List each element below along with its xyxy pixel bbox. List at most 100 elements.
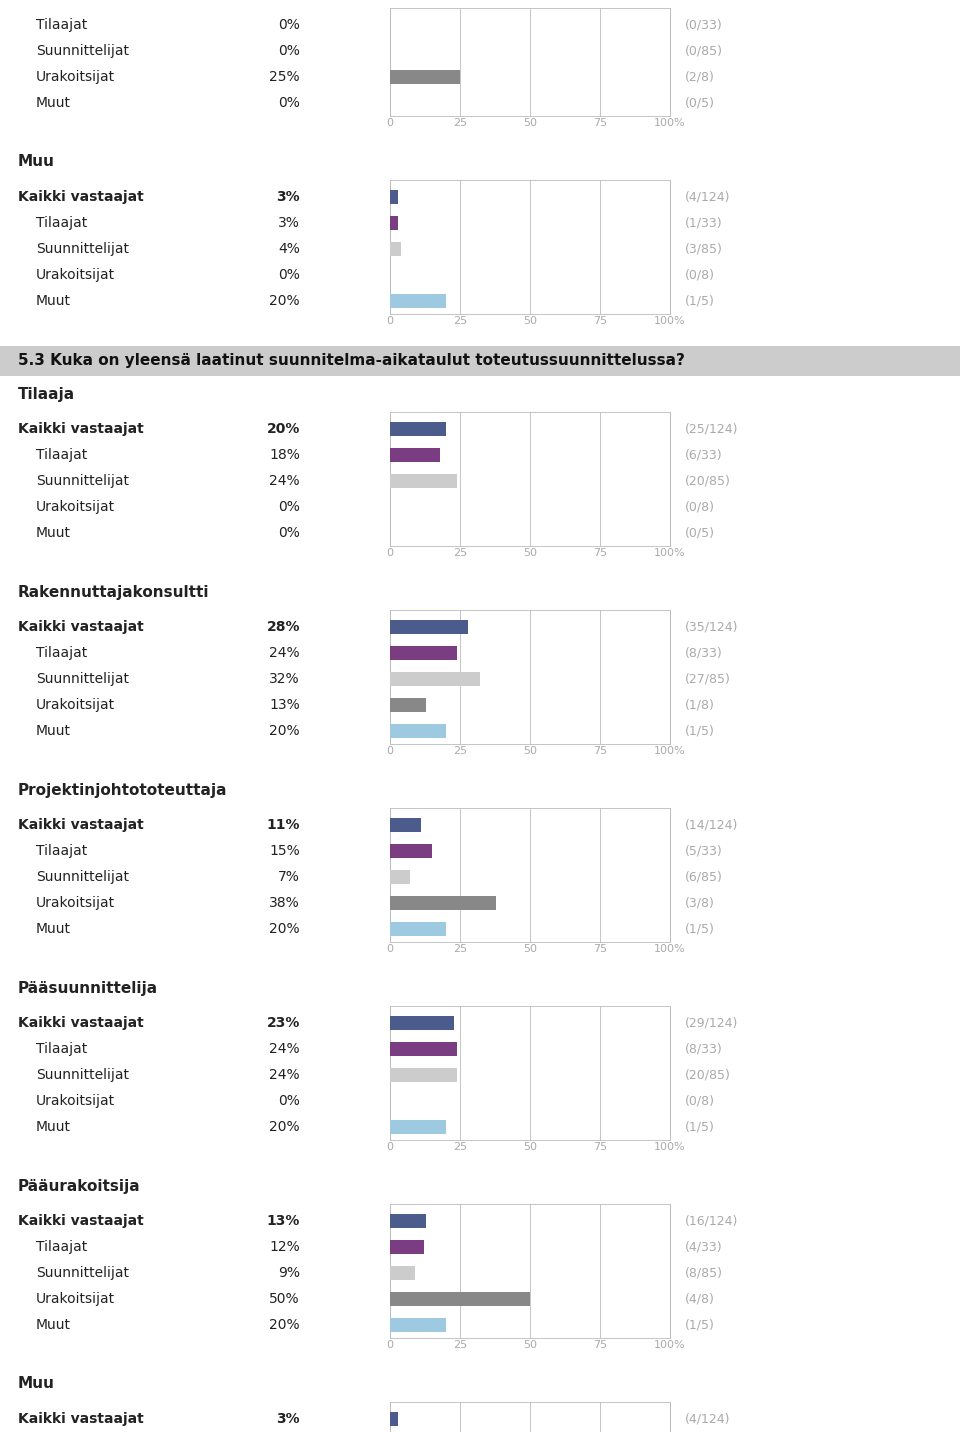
Text: 15%: 15% bbox=[269, 843, 300, 858]
Text: 24%: 24% bbox=[270, 1068, 300, 1083]
Text: 0: 0 bbox=[387, 1340, 394, 1350]
Text: 5.3 Kuka on yleensä laatinut suunnitelma-aikataulut toteutussuunnittelussa?: 5.3 Kuka on yleensä laatinut suunnitelma… bbox=[18, 354, 684, 368]
Bar bbox=[390, 1214, 426, 1229]
Bar bbox=[390, 843, 432, 858]
Text: Pääsuunnittelija: Pääsuunnittelija bbox=[18, 981, 158, 995]
Text: 75: 75 bbox=[593, 944, 607, 954]
Text: 18%: 18% bbox=[269, 448, 300, 463]
Text: 3%: 3% bbox=[276, 190, 300, 203]
Text: 0%: 0% bbox=[278, 44, 300, 59]
Text: 20%: 20% bbox=[270, 725, 300, 737]
Text: Muut: Muut bbox=[36, 1120, 71, 1134]
Text: 32%: 32% bbox=[270, 672, 300, 686]
Text: 20%: 20% bbox=[270, 1317, 300, 1332]
Text: (5/33): (5/33) bbox=[685, 845, 723, 858]
Text: Urakoitsijat: Urakoitsijat bbox=[36, 697, 115, 712]
Text: 100%: 100% bbox=[654, 1141, 685, 1151]
Text: (3/8): (3/8) bbox=[685, 896, 715, 909]
Text: Tilaajat: Tilaajat bbox=[36, 216, 87, 231]
Text: 0: 0 bbox=[387, 746, 394, 756]
Text: 75: 75 bbox=[593, 746, 607, 756]
Text: 0%: 0% bbox=[278, 1094, 300, 1108]
Text: 20%: 20% bbox=[270, 922, 300, 937]
Bar bbox=[390, 697, 426, 712]
Text: Kaikki vastaajat: Kaikki vastaajat bbox=[18, 190, 144, 203]
Text: 13%: 13% bbox=[267, 1214, 300, 1229]
Text: (29/124): (29/124) bbox=[685, 1017, 738, 1030]
Text: Urakoitsijat: Urakoitsijat bbox=[36, 1292, 115, 1306]
Text: (0/8): (0/8) bbox=[685, 501, 715, 514]
Text: 20%: 20% bbox=[267, 422, 300, 435]
Text: Urakoitsijat: Urakoitsijat bbox=[36, 268, 115, 282]
Text: Suunnittelijat: Suunnittelijat bbox=[36, 871, 129, 884]
Text: Kaikki vastaajat: Kaikki vastaajat bbox=[18, 1015, 144, 1030]
Text: 100%: 100% bbox=[654, 1340, 685, 1350]
Text: Muut: Muut bbox=[36, 922, 71, 937]
Text: (1/5): (1/5) bbox=[685, 725, 715, 737]
Text: Rakennuttajakonsultti: Rakennuttajakonsultti bbox=[18, 584, 209, 600]
Text: 25: 25 bbox=[453, 548, 468, 558]
Bar bbox=[390, 412, 670, 546]
Text: (1/8): (1/8) bbox=[685, 699, 715, 712]
Text: (27/85): (27/85) bbox=[685, 673, 731, 686]
Text: 0: 0 bbox=[387, 316, 394, 326]
Text: 7%: 7% bbox=[278, 871, 300, 884]
Bar bbox=[390, 1204, 670, 1337]
Text: 50%: 50% bbox=[270, 1292, 300, 1306]
Text: Tilaajat: Tilaajat bbox=[36, 1240, 87, 1254]
Text: Suunnittelijat: Suunnittelijat bbox=[36, 242, 129, 256]
Bar bbox=[390, 1266, 415, 1280]
Text: (8/85): (8/85) bbox=[685, 1266, 723, 1280]
Text: (4/124): (4/124) bbox=[685, 190, 731, 203]
Bar bbox=[390, 1412, 398, 1426]
Text: 50: 50 bbox=[523, 316, 537, 326]
Text: 24%: 24% bbox=[270, 474, 300, 488]
Text: (20/85): (20/85) bbox=[685, 1068, 731, 1081]
Text: 50: 50 bbox=[523, 746, 537, 756]
Text: 50: 50 bbox=[523, 1141, 537, 1151]
Bar bbox=[390, 294, 446, 308]
Text: 3%: 3% bbox=[276, 1412, 300, 1426]
Text: Suunnittelijat: Suunnittelijat bbox=[36, 474, 129, 488]
Text: Muut: Muut bbox=[36, 294, 71, 308]
Text: Muu: Muu bbox=[18, 1376, 55, 1392]
Bar bbox=[390, 1292, 530, 1306]
Bar bbox=[390, 1042, 457, 1055]
Text: (0/85): (0/85) bbox=[685, 44, 723, 57]
Bar bbox=[390, 1402, 670, 1432]
Text: 100%: 100% bbox=[654, 548, 685, 558]
Bar bbox=[390, 70, 460, 84]
Text: Tilaajat: Tilaajat bbox=[36, 448, 87, 463]
Text: Tilaajat: Tilaajat bbox=[36, 19, 87, 32]
Text: 38%: 38% bbox=[269, 896, 300, 909]
Text: 0%: 0% bbox=[278, 96, 300, 110]
Bar bbox=[390, 1068, 457, 1083]
Text: Kaikki vastaajat: Kaikki vastaajat bbox=[18, 1412, 144, 1426]
Text: Muu: Muu bbox=[18, 155, 55, 169]
Bar bbox=[390, 646, 457, 660]
Text: 100%: 100% bbox=[654, 944, 685, 954]
Text: Urakoitsijat: Urakoitsijat bbox=[36, 1094, 115, 1108]
Text: 100%: 100% bbox=[654, 746, 685, 756]
Text: (4/33): (4/33) bbox=[685, 1240, 723, 1253]
Text: 100%: 100% bbox=[654, 117, 685, 127]
Bar bbox=[390, 808, 670, 942]
Bar bbox=[390, 672, 480, 686]
Text: Tilaaja: Tilaaja bbox=[18, 387, 75, 401]
Text: (35/124): (35/124) bbox=[685, 620, 738, 633]
Text: 25: 25 bbox=[453, 117, 468, 127]
Bar bbox=[390, 1240, 423, 1254]
Text: 11%: 11% bbox=[267, 818, 300, 832]
Text: (0/5): (0/5) bbox=[685, 96, 715, 109]
Text: (4/124): (4/124) bbox=[685, 1412, 731, 1425]
Text: (25/124): (25/124) bbox=[685, 422, 738, 435]
Text: 0: 0 bbox=[387, 944, 394, 954]
Text: 25%: 25% bbox=[270, 70, 300, 84]
Text: 13%: 13% bbox=[269, 697, 300, 712]
Text: (2/8): (2/8) bbox=[685, 70, 715, 83]
Text: Muut: Muut bbox=[36, 1317, 71, 1332]
Text: 4%: 4% bbox=[278, 242, 300, 256]
Text: 25: 25 bbox=[453, 1340, 468, 1350]
Text: (6/33): (6/33) bbox=[685, 448, 723, 461]
Text: Suunnittelijat: Suunnittelijat bbox=[36, 1266, 129, 1280]
